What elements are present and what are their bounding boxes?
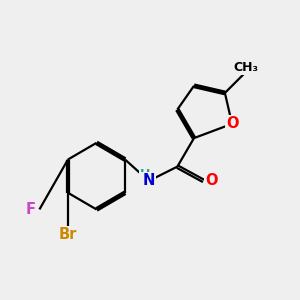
Text: O: O xyxy=(206,173,218,188)
Text: Br: Br xyxy=(59,227,77,242)
Text: H: H xyxy=(140,169,150,182)
Text: O: O xyxy=(226,116,238,131)
Text: CH₃: CH₃ xyxy=(234,61,259,74)
Text: N: N xyxy=(142,173,155,188)
Text: F: F xyxy=(26,202,36,217)
